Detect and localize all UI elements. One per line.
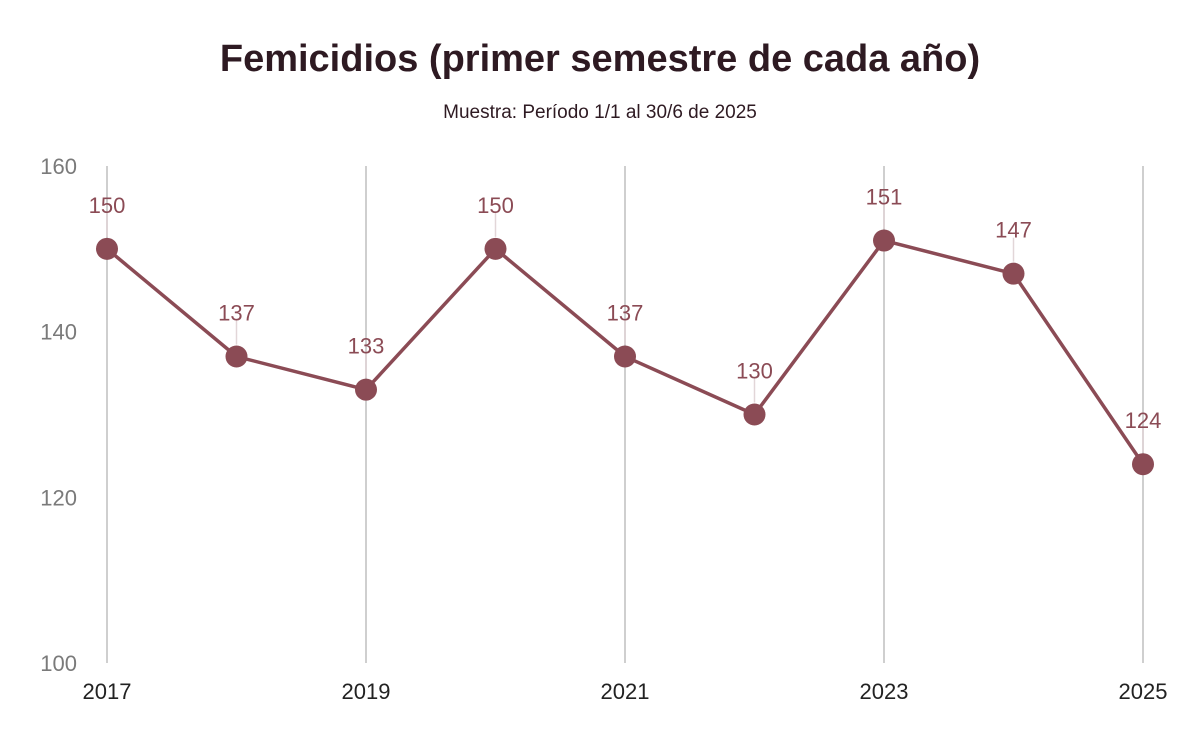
y-axis-ticks: 100 120 140 160 (40, 154, 77, 676)
data-point (614, 345, 636, 368)
data-label: 150 (477, 193, 514, 218)
data-label: 137 (218, 301, 255, 326)
data-label: 147 (995, 218, 1032, 243)
data-label: 151 (866, 185, 903, 210)
y-tick-label: 120 (40, 485, 77, 510)
x-tick-label: 2021 (601, 679, 650, 704)
y-tick-label: 140 (40, 320, 77, 345)
y-tick-label: 100 (40, 651, 77, 676)
data-label: 150 (89, 193, 126, 218)
data-label: 124 (1125, 408, 1162, 433)
chart-subtitle: Muestra: Período 1/1 al 30/6 de 2025 (443, 102, 757, 123)
data-point (1132, 453, 1154, 476)
x-tick-label: 2017 (83, 679, 132, 704)
x-tick-label: 2025 (1119, 679, 1168, 704)
y-tick-label: 160 (40, 154, 77, 179)
data-point (355, 378, 377, 401)
grid-lines (106, 166, 1144, 663)
data-point (484, 237, 507, 260)
x-tick-label: 2019 (342, 679, 391, 704)
data-point (225, 345, 248, 368)
data-labels: 150 137 133 150 137 130 151 147 124 (89, 185, 1162, 453)
data-point (96, 237, 118, 260)
x-axis-ticks: 2017 2019 2021 2023 2025 (83, 679, 1168, 704)
data-point (743, 403, 766, 426)
data-label: 130 (736, 359, 773, 384)
data-point (1002, 262, 1025, 285)
x-tick-label: 2023 (860, 679, 909, 704)
data-label: 133 (348, 334, 385, 359)
data-point (873, 229, 895, 252)
data-points (96, 229, 1154, 476)
chart-title: Femicidios (primer semestre de cada año) (219, 38, 981, 80)
data-label: 137 (607, 301, 644, 326)
